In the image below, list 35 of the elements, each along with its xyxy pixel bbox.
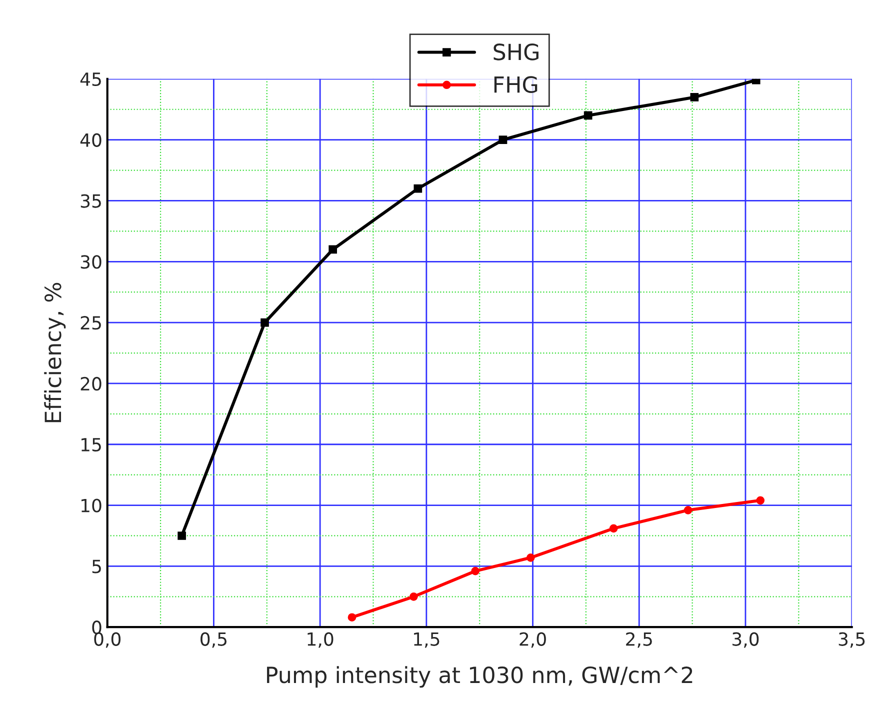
x-tick-label: 3,0 xyxy=(732,632,759,648)
y-tick-label: 15 xyxy=(82,438,101,452)
y-tick-label: 40 xyxy=(80,133,102,147)
legend-label: FHG xyxy=(494,76,538,93)
point xyxy=(690,93,699,102)
y-tick-label: 30 xyxy=(80,255,102,269)
point xyxy=(178,532,186,540)
point xyxy=(414,184,422,193)
y-tick-label: 10 xyxy=(82,498,102,512)
y-tick-label: 45 xyxy=(80,72,101,86)
x-tick-label: 2,0 xyxy=(520,632,546,648)
x-tick-label: 3,5 xyxy=(838,632,865,648)
x-tick-label: 2,5 xyxy=(626,632,652,648)
x-tick-label: 1,5 xyxy=(414,632,440,648)
point xyxy=(609,524,618,533)
point xyxy=(684,506,692,514)
point xyxy=(471,566,480,576)
y-tick-label: 35 xyxy=(80,194,101,208)
point xyxy=(498,136,508,144)
y-tick-label: 5 xyxy=(92,560,101,574)
legend-label: SHG xyxy=(494,44,538,60)
point xyxy=(756,496,765,505)
x-tick-label: 0,5 xyxy=(200,632,226,648)
point xyxy=(348,613,356,622)
x-axis-title: Pump intensity at 1030 nm, GW/cm^2 xyxy=(267,666,692,688)
x-tick-label: 0,0 xyxy=(94,632,121,648)
point xyxy=(328,245,337,254)
y-tick-label: 25 xyxy=(80,316,101,330)
point xyxy=(409,592,418,601)
x-tick-label: 1,0 xyxy=(308,632,334,648)
point xyxy=(260,318,269,327)
point xyxy=(526,554,535,562)
y-axis-title: Efficiency, % xyxy=(44,282,66,422)
y-tick-label: 20 xyxy=(80,376,102,391)
point xyxy=(584,111,592,120)
